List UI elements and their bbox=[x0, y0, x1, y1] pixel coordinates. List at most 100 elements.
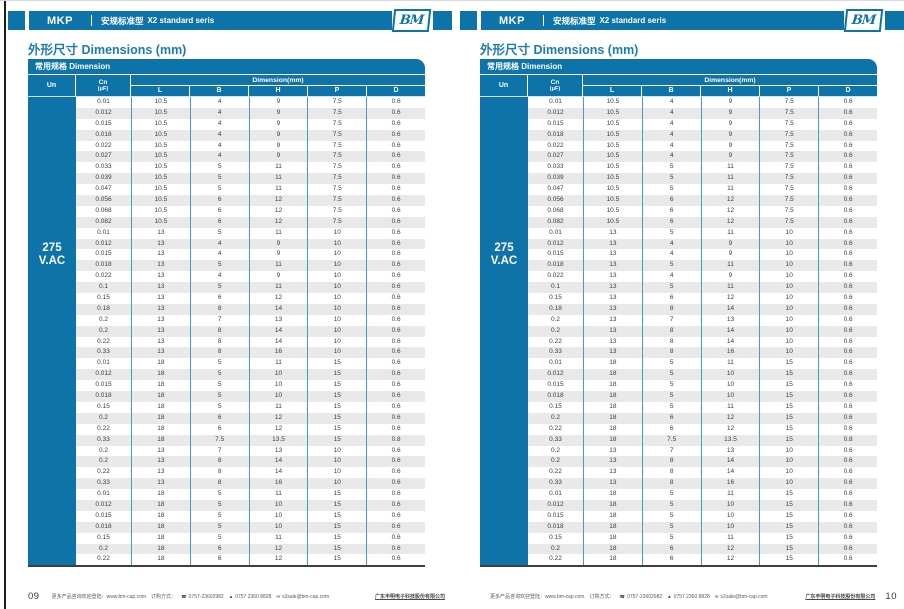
table-cell: 0.012 bbox=[547, 370, 564, 378]
table-cell: 8 bbox=[189, 467, 249, 479]
table-cell: 0.1 bbox=[98, 283, 109, 291]
table-cell: 7.5 bbox=[307, 195, 366, 206]
footer-email[interactable]: s2sale@bm-cap.com bbox=[720, 593, 768, 600]
table-cell: 0.082 bbox=[547, 217, 564, 225]
table-cell: 13 bbox=[583, 249, 642, 261]
table-cell: 4 bbox=[641, 97, 701, 108]
datasheet-page-left: MKP 安规标准型 X2 standard seris BM 外形尺寸 Dime… bbox=[0, 1, 452, 609]
table-cell: 0.6 bbox=[366, 347, 425, 359]
table-cell: 9 bbox=[700, 118, 760, 130]
column-header-cn: Cn (μF) bbox=[76, 75, 131, 96]
table-cell: 7.5 bbox=[307, 140, 366, 152]
table-cell: 0.018 bbox=[95, 522, 112, 530]
table-cell: 18 bbox=[131, 434, 190, 446]
table-cell: 15 bbox=[759, 532, 818, 544]
column-group-label: Dimension(mm) bbox=[131, 75, 425, 86]
table-cell: 0.6 bbox=[366, 543, 425, 555]
table-cell: 14 bbox=[248, 303, 308, 315]
table-cell: 0.6 bbox=[366, 205, 425, 217]
column-header-cn-main: Cn bbox=[550, 79, 560, 86]
table-cell: 7.5 bbox=[759, 205, 818, 217]
table-cell: 15 bbox=[759, 521, 818, 533]
table-cell: 0.33 bbox=[549, 348, 562, 356]
table-cell: 14 bbox=[700, 467, 760, 479]
table-cell: 0.6 bbox=[818, 293, 877, 304]
table-cell: 10 bbox=[759, 347, 818, 359]
table-cell: 10 bbox=[307, 282, 366, 294]
table-cell: 13 bbox=[583, 238, 642, 250]
table-row: 0.2 18 6 12 15 0.6 bbox=[76, 543, 425, 555]
table-cell: 11 bbox=[248, 184, 308, 196]
footer-info[interactable]: 更多产品咨询欢迎登陆：www.bm-cap.com bbox=[51, 594, 147, 600]
brand-logo: BM bbox=[391, 9, 432, 32]
table-cell: 10.5 bbox=[131, 162, 190, 174]
table-cell: 4 bbox=[189, 97, 249, 108]
table-row: 0.018 10.5 4 9 7.5 0.6 bbox=[528, 129, 877, 141]
table-cell: 8 bbox=[641, 478, 701, 490]
table-cell: 13 bbox=[131, 282, 190, 294]
table-cell: 15 bbox=[307, 510, 366, 522]
footer-info[interactable]: 更多产品咨询欢迎登陆：www.bm-cap.com bbox=[490, 594, 585, 600]
table-row: 0.01 18 5 11 15 0.6 bbox=[528, 358, 877, 370]
table-cell: 0.6 bbox=[366, 554, 425, 566]
table-cell: 13 bbox=[131, 260, 190, 272]
table-row: 0.01 18 5 11 15 0.6 bbox=[76, 489, 425, 500]
series-code: MKP bbox=[499, 14, 525, 27]
table-cell: 0.6 bbox=[366, 499, 425, 511]
table-cell: 0.6 bbox=[366, 489, 425, 500]
table-cell: 0.2 bbox=[98, 326, 109, 334]
section-title: 外形尺寸 Dimensions (mm) bbox=[28, 43, 187, 57]
table-cell: 13 bbox=[583, 260, 642, 272]
table-cell: 12 bbox=[248, 543, 308, 555]
table-cell: 10 bbox=[759, 227, 818, 239]
table-cell: 10.5 bbox=[131, 205, 190, 217]
table-cell: 13 bbox=[131, 347, 190, 359]
table-cell: 13 bbox=[131, 227, 190, 239]
table-cell: 0.018 bbox=[547, 261, 564, 269]
table-cell: 11 bbox=[700, 358, 760, 370]
table-row: 0.012 18 5 10 15 0.6 bbox=[528, 499, 877, 511]
table-cell: 5 bbox=[641, 489, 701, 500]
table-cell: 0.33 bbox=[97, 435, 110, 443]
table-cell: 15 bbox=[307, 412, 366, 424]
table-cell: 9 bbox=[700, 249, 760, 261]
table-cell: 5 bbox=[641, 369, 701, 381]
column-header-b: B bbox=[641, 86, 700, 96]
table-cell: 0.01 bbox=[97, 359, 110, 367]
table-cell: 0.6 bbox=[366, 423, 425, 435]
table-cell: 0.012 bbox=[95, 108, 112, 116]
page-number: 09 bbox=[28, 591, 40, 602]
table-cell: 0.068 bbox=[95, 206, 112, 214]
table-cell: 8 bbox=[189, 325, 249, 337]
table-cell: 0.015 bbox=[547, 250, 564, 258]
table-cell: 6 bbox=[189, 195, 249, 206]
table-row: 0.012 13 4 9 10 0.6 bbox=[76, 238, 425, 250]
table-row: 0.012 13 4 9 10 0.6 bbox=[528, 238, 877, 250]
table-cell: 5 bbox=[641, 532, 701, 544]
table-cell: 15 bbox=[759, 412, 818, 424]
table-cell: 8 bbox=[189, 456, 249, 468]
table-cell: 0.15 bbox=[97, 294, 110, 302]
table-cell: 4 bbox=[641, 129, 701, 141]
table-cell: 13.5 bbox=[700, 434, 760, 446]
table-row: 0.018 13 5 11 10 0.6 bbox=[528, 260, 877, 272]
table-cell: 0.033 bbox=[547, 163, 564, 171]
table-cell: 0.33 bbox=[97, 348, 110, 356]
table-cell: 0.15 bbox=[549, 402, 562, 410]
header-bar: MKP 安规标准型 X2 standard seris bbox=[29, 11, 392, 30]
table-cell: 0.18 bbox=[549, 304, 562, 312]
table-cell: 9 bbox=[248, 129, 308, 141]
table-cell: 11 bbox=[700, 173, 760, 185]
footer-email[interactable]: s2sale@bm-cap.com bbox=[282, 593, 330, 600]
table-cell: 0.6 bbox=[818, 489, 877, 500]
brand-logo-text: BM bbox=[399, 13, 424, 28]
table-cell: 0.2 bbox=[98, 544, 109, 552]
table-cell: 0.6 bbox=[818, 216, 877, 228]
table-cell: 0.6 bbox=[818, 140, 877, 152]
table-cell: 8 bbox=[641, 336, 701, 348]
table-cell: 12 bbox=[248, 293, 308, 304]
table-cell: 9 bbox=[700, 107, 760, 119]
table-row: 0.012 10.5 4 9 7.5 0.6 bbox=[528, 107, 877, 119]
table-cell: 0.6 bbox=[366, 369, 425, 381]
table-cell: 0.22 bbox=[549, 337, 562, 345]
